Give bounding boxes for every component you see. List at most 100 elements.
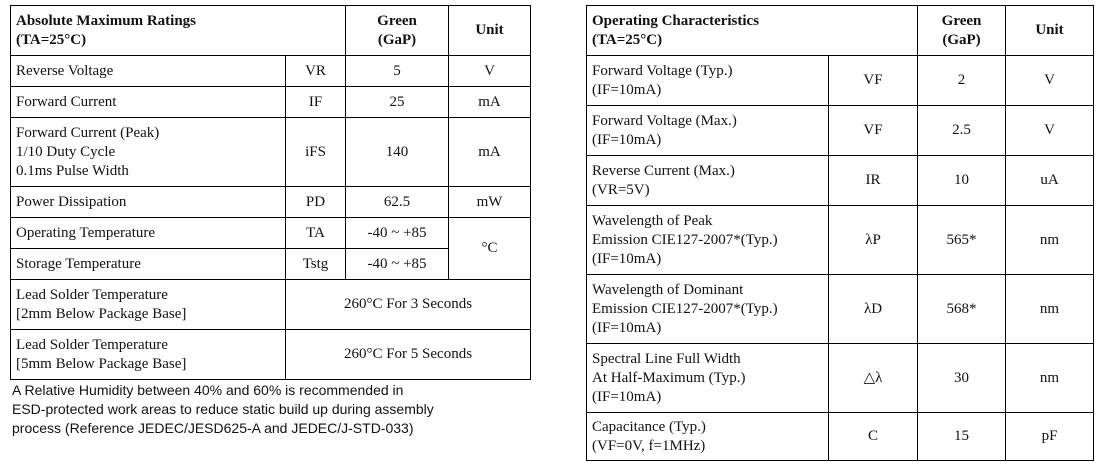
symbol: C: [827, 412, 919, 461]
row: Reverse Current (Max.) (VR=5V) IR 10 uA: [586, 155, 1095, 206]
text-line: Operating Characteristics: [592, 12, 760, 29]
header-green: Green (GaP): [345, 5, 450, 56]
unit: nm: [1005, 343, 1095, 413]
text-line: (GaP): [942, 31, 981, 48]
header-unit: Unit: [448, 5, 532, 56]
value: 260°C For 5 Seconds: [284, 329, 532, 380]
row: Forward Current IF 25 mA: [10, 86, 532, 118]
green: -40 ~ +85: [345, 217, 450, 249]
green: -40 ~ +85: [345, 248, 450, 280]
parameter: Reverse Current (Max.) (VR=5V): [586, 155, 829, 206]
green: 10: [917, 155, 1007, 206]
green: 140: [345, 117, 450, 187]
operating-table: Operating Characteristics (TA=25°C) Green (…: [585, 5, 1095, 461]
row: Capacitance (Typ.) (VF=0V, f=1MHz) C 15 pF: [586, 412, 1095, 461]
text-line: [5mm Below Package Base]: [16, 355, 187, 372]
unit: mW: [448, 186, 532, 218]
row: Wavelength of Peak Emission CIE127-2007*(…: [586, 205, 1095, 275]
parameter: Power Dissipation: [10, 186, 286, 218]
green: 15: [917, 412, 1007, 461]
text-line: Emission CIE127-2007*(Typ.): [592, 231, 778, 248]
header-unit: Unit: [1005, 5, 1095, 56]
text-line: (VR=5V): [592, 181, 650, 198]
green: 30: [917, 343, 1007, 413]
text-line: Forward Current (Peak): [16, 124, 160, 141]
text-line: A Relative Humidity between 40% and 60% …: [12, 382, 404, 398]
symbol: TA: [284, 217, 347, 249]
symbol: λD: [827, 274, 919, 344]
text-line: Wavelength of Peak: [592, 212, 713, 229]
text-line: Reverse Current (Max.): [592, 162, 735, 179]
header-parameter: Operating Characteristics (TA=25°C): [585, 5, 919, 56]
note: A Relative Humidity between 40% and 60% …: [12, 381, 434, 438]
text-line: (IF=10mA): [592, 250, 662, 267]
symbol: VR: [284, 55, 347, 87]
text-line: Storage Temperature: [16, 255, 141, 272]
text-line: Power Dissipation: [16, 193, 127, 210]
symbol: PD: [284, 186, 347, 218]
text-line: Capacitance (Typ.): [592, 418, 706, 435]
green: 2.5: [917, 105, 1007, 156]
unit: V: [1005, 55, 1095, 106]
parameter: Operating Temperature: [10, 217, 286, 249]
row: Storage Temperature Tstg -40 ~ +85: [10, 248, 531, 280]
parameter: Forward Current: [10, 86, 286, 118]
row: Forward Voltage (Max.) (IF=10mA) VF 2.5 V: [586, 105, 1095, 156]
header-parameter: Absolute Maximum Ratings (TA=25°C): [9, 5, 347, 56]
header-row: Absolute Maximum Ratings (TA=25°C) Green (G…: [9, 5, 532, 56]
row: Lead Solder Temperature [2mm Below Packag…: [10, 279, 532, 330]
unit: mA: [448, 86, 532, 118]
text-line: (IF=10mA): [592, 131, 662, 148]
row: Operating Temperature TA -40 ~ +85 °C: [10, 217, 532, 280]
parameter: Forward Voltage (Max.) (IF=10mA): [586, 105, 829, 156]
text-line: ESD-protected work areas to reduce stati…: [12, 401, 434, 417]
green: 25: [345, 86, 450, 118]
parameter: Capacitance (Typ.) (VF=0V, f=1MHz): [586, 412, 829, 461]
row: Power Dissipation PD 62.5 mW: [10, 186, 532, 218]
unit: V: [448, 55, 532, 87]
text-line: Operating Temperature: [16, 224, 156, 241]
parameter: Wavelength of Peak Emission CIE127-2007*(…: [586, 205, 829, 275]
parameter: Forward Current (Peak) 1/10 Duty Cycle 0.1…: [10, 117, 286, 187]
unit: mA: [448, 117, 532, 187]
text-line: Spectral Line Full Width: [592, 350, 741, 367]
row: Wavelength of Dominant Emission CIE127-20…: [586, 274, 1095, 344]
text-line: [2mm Below Package Base]: [16, 305, 187, 322]
text-line: (IF=10mA): [592, 388, 662, 405]
unit: nm: [1005, 205, 1095, 275]
text-line: Absolute Maximum Ratings: [16, 12, 197, 29]
unit: °C: [448, 217, 532, 280]
parameter: Wavelength of Dominant Emission CIE127-20…: [586, 274, 829, 344]
text-line: Forward Voltage (Typ.): [592, 62, 733, 79]
absolute-max-table: Absolute Maximum Ratings (TA=25°C) Green (G…: [9, 5, 532, 380]
parameter: Reverse Voltage: [10, 55, 286, 87]
parameter: Forward Voltage (Typ.) (IF=10mA): [586, 55, 829, 106]
text-line: Reverse Voltage: [16, 62, 114, 79]
row: Lead Solder Temperature [5mm Below Packag…: [10, 329, 532, 380]
text-line: (VF=0V, f=1MHz): [592, 437, 706, 454]
parameter: Storage Temperature: [10, 248, 286, 280]
green: 565*: [917, 205, 1007, 275]
text-line: Lead Solder Temperature: [16, 336, 168, 353]
header-row: Operating Characteristics (TA=25°C) Green (…: [585, 5, 1095, 56]
text-line: (GaP): [377, 31, 417, 48]
row: Forward Current (Peak) 1/10 Duty Cycle 0.1…: [10, 117, 532, 187]
parameter: Lead Solder Temperature [2mm Below Packag…: [10, 279, 286, 330]
green: 5: [345, 55, 450, 87]
parameter: Spectral Line Full Width At Half-Maximum …: [586, 343, 829, 413]
symbol: VF: [827, 55, 919, 106]
text-line: (TA=25°C): [592, 31, 663, 48]
text-line: (TA=25°C): [16, 31, 87, 48]
text-line: (IF=10mA): [592, 319, 662, 336]
green: 2: [917, 55, 1007, 106]
unit: V: [1005, 105, 1095, 156]
text-line: Forward Current: [16, 93, 117, 110]
row: Spectral Line Full Width At Half-Maximum …: [586, 343, 1095, 413]
unit: pF: [1005, 412, 1095, 461]
row: Forward Voltage (Typ.) (IF=10mA) VF 2 V: [586, 55, 1095, 106]
symbol: IF: [284, 86, 347, 118]
text-line: Emission CIE127-2007*(Typ.): [592, 300, 778, 317]
symbol: Tstg: [284, 248, 347, 280]
text-line: Lead Solder Temperature: [16, 286, 168, 303]
parameter: Lead Solder Temperature [5mm Below Packag…: [10, 329, 286, 380]
